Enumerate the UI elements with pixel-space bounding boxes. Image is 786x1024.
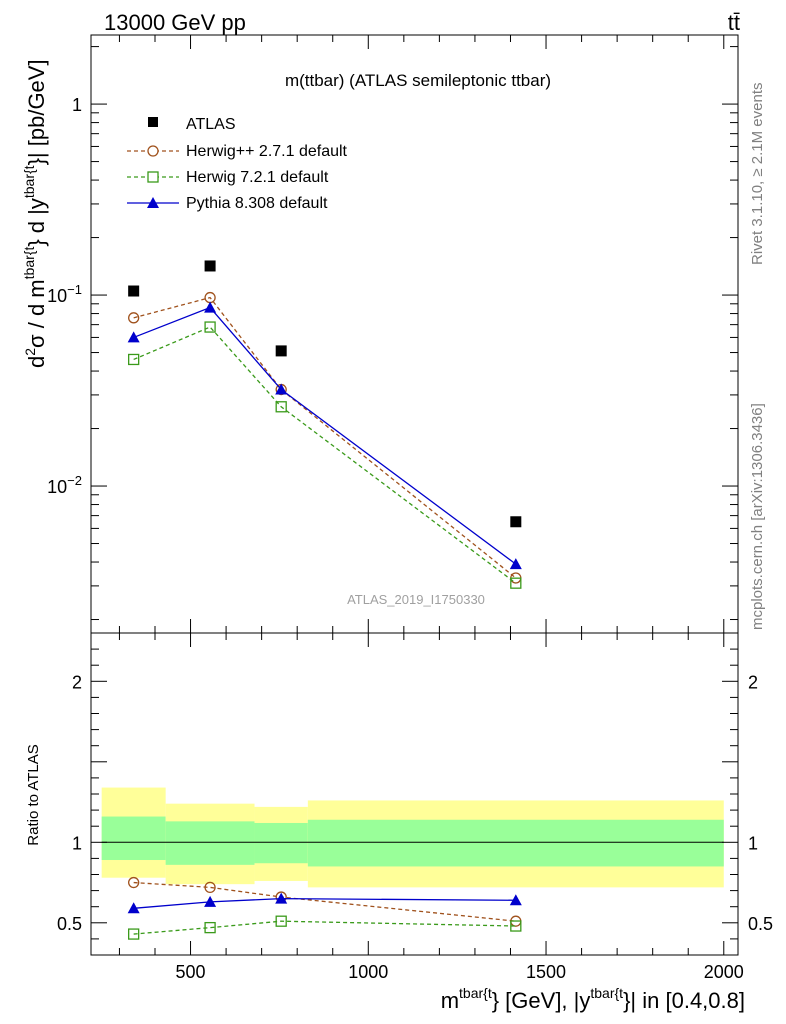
ratio-point-herwig-7-2-1-default: [204, 921, 216, 934]
main-point-herwig-2-7-1-default: [128, 312, 140, 324]
main-point-herwig-7-2-1-default: [128, 353, 140, 366]
main-point-herwig-7-2-1-default: [275, 401, 287, 413]
main-line-herwig-7-2-1-default: [133, 326, 517, 584]
main-y-tick-base: 1: [72, 95, 82, 115]
legend-label-herwigpp: Herwig++ 2.7.1 default: [186, 143, 348, 160]
xlabel-mid2: }| in [0.4,0.8]: [623, 988, 745, 1013]
main-line-herwig-2-7-1-default: [133, 296, 517, 579]
legend-marker-herwigpp: [147, 145, 159, 157]
x-tick-label: 2000: [704, 962, 744, 982]
ratio-band-inner: [101, 816, 166, 861]
ratio-band-inner: [307, 819, 724, 867]
ratio-band-inner: [254, 822, 308, 864]
ratio-line-pythia-8-308-default: [133, 897, 516, 909]
analysis-id: ATLAS_2019_I1750330: [347, 592, 485, 607]
ratio-line-herwig-2-7-1-default: [133, 881, 516, 922]
main-y-tick-base: 10: [47, 286, 67, 306]
main-point-herwig-7-2-1-default: [204, 321, 216, 333]
xlabel-mid1: } [GeV], |y: [492, 988, 591, 1013]
ylabel-mid: } d |y: [24, 198, 49, 247]
legend-marker-pythia: [147, 197, 159, 208]
main-point-atlas: [275, 345, 287, 357]
main-y-tick-label: 10−1: [47, 282, 82, 306]
ylabel-d: d: [24, 356, 49, 368]
main-point-atlas: [128, 285, 140, 297]
ratio-panel: 500 1000 1500 2000 2 2 1 1 0.5 0.5 Ratio to ATLAS: [25, 632, 773, 982]
rivet-label: Rivet 3.1.10, ≥ 2.1M events: [749, 83, 766, 266]
main-point-pythia-8-308-default: [204, 301, 217, 313]
main-y-tick-base: 10: [47, 477, 67, 497]
main-y-tick-label: 10−2: [47, 473, 82, 497]
main-point-herwig-7-2-1-default: [510, 577, 522, 589]
legend-entry-atlas: ATLAS: [148, 116, 236, 133]
main-y-tick-label: 1: [72, 95, 82, 115]
ratio-point-herwig-2-7-1-default: [204, 881, 216, 894]
ratio-point-pythia-8-308-default: [204, 895, 217, 907]
ratio-y-tick-label: 0.5: [57, 914, 82, 934]
main-point-pythia-8-308-default: [127, 331, 140, 343]
ratio-point-herwig-7-2-1-default: [510, 920, 522, 932]
mcplots-label: mcplots.cern.ch [arXiv:1306.3436]: [749, 403, 766, 630]
x-tick-label: 1500: [526, 962, 566, 982]
ratio-frame: [90, 632, 739, 956]
ratio-point-pythia-8-308-default: [275, 892, 288, 904]
xlabel-m: m: [441, 988, 459, 1013]
ylabel-y-sup: tbar{t: [21, 165, 37, 198]
legend-marker-herwig7: [147, 171, 159, 183]
xlabel-m-sup: tbar{t: [459, 985, 492, 1001]
ratio-y-axis-label: Ratio to ATLAS: [25, 744, 42, 845]
ratio-point-herwig-2-7-1-default: [128, 876, 140, 889]
ratio-point-pythia-8-308-default: [509, 894, 522, 906]
ratio-point-pythia-8-308-default: [127, 902, 140, 914]
chart-title: m(ttbar) (ATLAS semileptonic ttbar): [285, 71, 551, 90]
process-label: tt̄: [728, 10, 740, 35]
main-panel: 110−110−2 m(ttbar) (ATLAS semileptonic t…: [21, 34, 739, 634]
ylabel-sigma: σ / d m: [24, 279, 49, 348]
main-point-atlas: [204, 260, 216, 272]
ylabel-m-sup: tbar{t: [21, 247, 37, 280]
main-y-tick-exp: −1: [67, 282, 82, 297]
legend-entry-herwigpp: Herwig++ 2.7.1 default: [127, 143, 348, 160]
main-y-tick-exp: −2: [67, 473, 82, 488]
main-line-pythia-8-308-default: [133, 306, 517, 565]
x-tick-label: 500: [176, 962, 206, 982]
main-y-axis-label: d2σ / d mtbar{t} d |ytbar{t}| [pb/GeV]: [21, 59, 49, 368]
x-axis-label: mtbar{t} [GeV], |ytbar{t}| in [0.4,0.8]: [441, 985, 745, 1013]
legend-label-atlas: ATLAS: [186, 116, 236, 133]
xlabel-y-sup: tbar{t: [590, 985, 623, 1001]
ratio-point-herwig-7-2-1-default: [275, 915, 287, 927]
main-point-pythia-8-308-default: [509, 558, 522, 570]
main-point-atlas: [510, 516, 522, 528]
main-point-pythia-8-308-default: [275, 383, 288, 395]
ylabel-end: }| [pb/GeV]: [24, 59, 49, 165]
ratio-band-inner: [165, 821, 255, 865]
energy-label: 13000 GeV pp: [104, 10, 246, 35]
ratio-y-tick-label-right: 1: [748, 833, 758, 853]
legend-marker-atlas: [148, 117, 158, 127]
ylabel-two: 2: [22, 348, 38, 356]
legend-entry-pythia: Pythia 8.308 default: [127, 195, 328, 212]
ratio-y-tick-label-right: 2: [748, 672, 758, 692]
legend-label-herwig7: Herwig 7.2.1 default: [186, 169, 329, 186]
ratio-point-herwig-7-2-1-default: [128, 928, 140, 940]
ratio-y-tick-label: 1: [72, 833, 82, 853]
legend: ATLAS Herwig++ 2.7.1 default Herwig 7.2.…: [127, 116, 348, 212]
legend-entry-herwig7: Herwig 7.2.1 default: [127, 169, 329, 186]
x-tick-label: 1000: [348, 962, 388, 982]
ratio-y-tick-label: 2: [72, 672, 82, 692]
ratio-line-herwig-7-2-1-default: [133, 920, 516, 935]
ratio-y-tick-label-right: 0.5: [748, 914, 773, 934]
legend-label-pythia: Pythia 8.308 default: [186, 195, 328, 212]
